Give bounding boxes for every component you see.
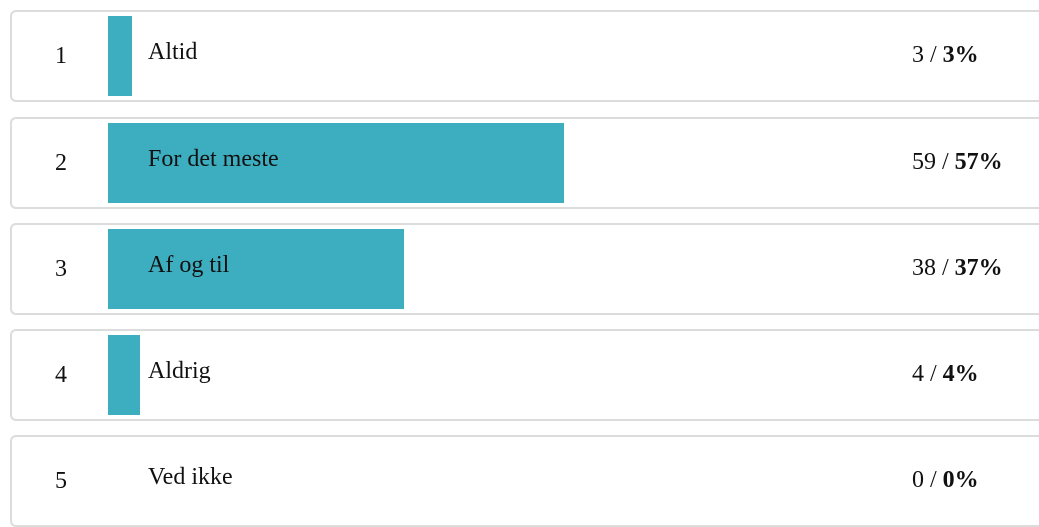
result-row-3: 3 Af og til 38 / 37%	[10, 223, 1039, 315]
bar-track	[108, 335, 908, 415]
answer-count: 4	[912, 360, 924, 387]
row-number: 3	[55, 255, 67, 282]
answer-label: Ved ikke	[148, 463, 233, 490]
answer-stat: 59 / 57%	[912, 119, 1003, 207]
bar-track	[108, 229, 908, 309]
result-row-5: 5 Ved ikke 0 / 0%	[10, 435, 1039, 527]
answer-count: 59	[912, 148, 936, 175]
answer-stat: 4 / 4%	[912, 331, 979, 419]
bar-track	[108, 16, 908, 96]
answer-percent: 4%	[942, 360, 979, 387]
answer-label: Af og til	[148, 251, 230, 278]
row-number: 4	[55, 361, 67, 388]
answer-percent: 37%	[954, 254, 1003, 281]
stat-separator: /	[930, 41, 937, 68]
bar-track	[108, 123, 908, 203]
stat-separator: /	[930, 360, 937, 387]
result-row-1: 1 Altid 3 / 3%	[10, 10, 1039, 102]
row-number: 1	[55, 42, 67, 69]
answer-label: Altid	[148, 38, 198, 65]
result-bar	[108, 123, 564, 203]
result-row-2: 2 For det meste 59 / 57%	[10, 117, 1039, 209]
result-row-4: 4 Aldrig 4 / 4%	[10, 329, 1039, 421]
stat-separator: /	[930, 466, 937, 493]
answer-stat: 3 / 3%	[912, 12, 979, 100]
row-number: 2	[55, 149, 67, 176]
answer-count: 38	[912, 254, 936, 281]
answer-percent: 3%	[942, 41, 979, 68]
answer-stat: 38 / 37%	[912, 225, 1003, 313]
result-bar	[108, 335, 140, 415]
answer-stat: 0 / 0%	[912, 437, 979, 525]
answer-count: 0	[912, 466, 924, 493]
stat-separator: /	[942, 148, 949, 175]
result-bar	[108, 16, 132, 96]
answer-percent: 0%	[942, 466, 979, 493]
answer-count: 3	[912, 41, 924, 68]
answer-label: Aldrig	[148, 357, 211, 384]
stat-separator: /	[942, 254, 949, 281]
answer-label: For det meste	[148, 145, 279, 172]
answer-percent: 57%	[954, 148, 1003, 175]
result-bar	[108, 229, 404, 309]
row-number: 5	[55, 467, 67, 494]
